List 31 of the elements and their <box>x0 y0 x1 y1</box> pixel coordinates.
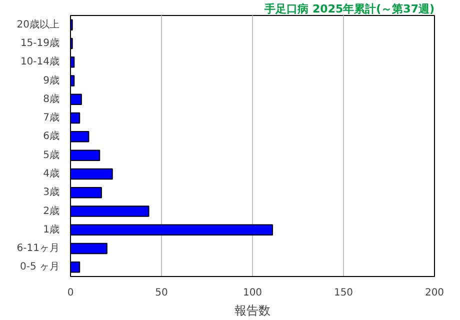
bar <box>70 150 100 161</box>
y-tick-label: 10-14歳 <box>20 56 60 68</box>
bar <box>70 112 80 124</box>
y-tick-label: 20歳以上 <box>16 18 60 30</box>
y-tick-label: 3歳 <box>43 186 60 198</box>
y-tick-label: 6-11ヶ月 <box>16 243 60 254</box>
y-tick-label: 9歳 <box>43 74 60 86</box>
bar <box>70 206 150 217</box>
x-axis-title: 報告数 <box>234 304 270 318</box>
bar <box>70 168 113 180</box>
bar <box>70 224 274 236</box>
bar <box>70 94 82 106</box>
x-tick-label: 200 <box>424 288 444 298</box>
x-tick-label: 150 <box>334 288 354 298</box>
bar <box>70 131 90 142</box>
bar <box>70 262 80 273</box>
y-tick-label: 6歳 <box>43 130 60 142</box>
x-tick-label: 0 <box>67 288 74 298</box>
bar <box>70 186 102 198</box>
y-tick-label: 4歳 <box>43 167 60 180</box>
bar <box>70 242 108 254</box>
y-tick-label: 5歳 <box>43 148 60 161</box>
y-tick-label: 15-19歳 <box>20 36 60 49</box>
y-tick-label: 0-5 ヶ月 <box>20 262 60 273</box>
y-tick-label: 7歳 <box>43 112 60 124</box>
y-tick-label: 8歳 <box>43 92 60 105</box>
y-tick-label: 2歳 <box>43 204 60 217</box>
y-tick-label: 1歳 <box>43 223 60 236</box>
x-tick-label: 100 <box>242 288 262 298</box>
x-tick-label: 50 <box>155 288 168 298</box>
chart-title: 手足口病 2025年累計(～第37週) <box>264 2 435 16</box>
